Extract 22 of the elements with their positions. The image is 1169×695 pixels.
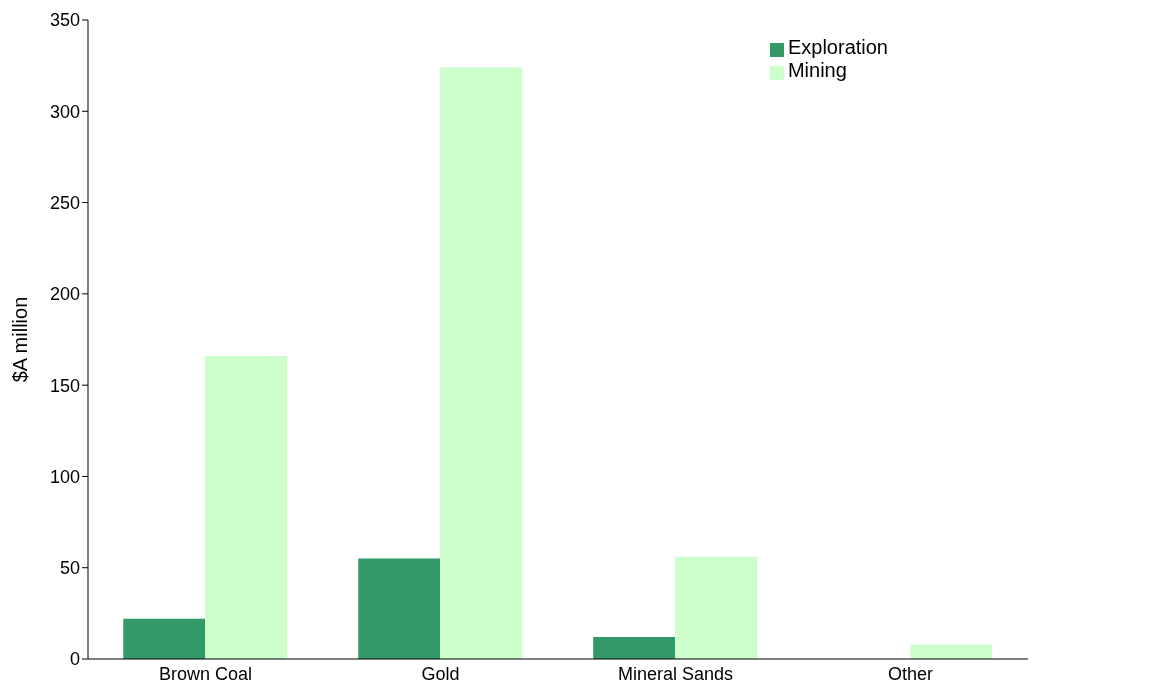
bar: [593, 637, 676, 659]
x-tick-label: Brown Coal: [158, 663, 253, 684]
x-tick-label: Other: [887, 663, 933, 684]
y-tick-label: 350: [49, 10, 80, 31]
y-tick-label: 150: [49, 375, 80, 396]
x-tick-label: Gold: [421, 663, 460, 684]
y-tick-label: 0: [69, 649, 80, 670]
x-tick-label: Mineral Sands: [617, 663, 733, 684]
bar: [440, 67, 523, 659]
y-tick-label: 250: [49, 192, 80, 213]
y-tick-label: 300: [49, 101, 80, 122]
legend-label: Mining: [787, 59, 847, 81]
y-axis-title: $A million: [9, 296, 32, 383]
bar: [205, 355, 288, 659]
legend-label: Exploration: [787, 36, 888, 58]
bar: [358, 558, 441, 659]
y-tick-label: 200: [49, 284, 80, 305]
y-tick-label: 100: [49, 466, 80, 487]
y-tick-label: 50: [59, 558, 80, 579]
bar: [910, 644, 993, 659]
bar: [675, 556, 758, 659]
bar: [123, 618, 206, 659]
